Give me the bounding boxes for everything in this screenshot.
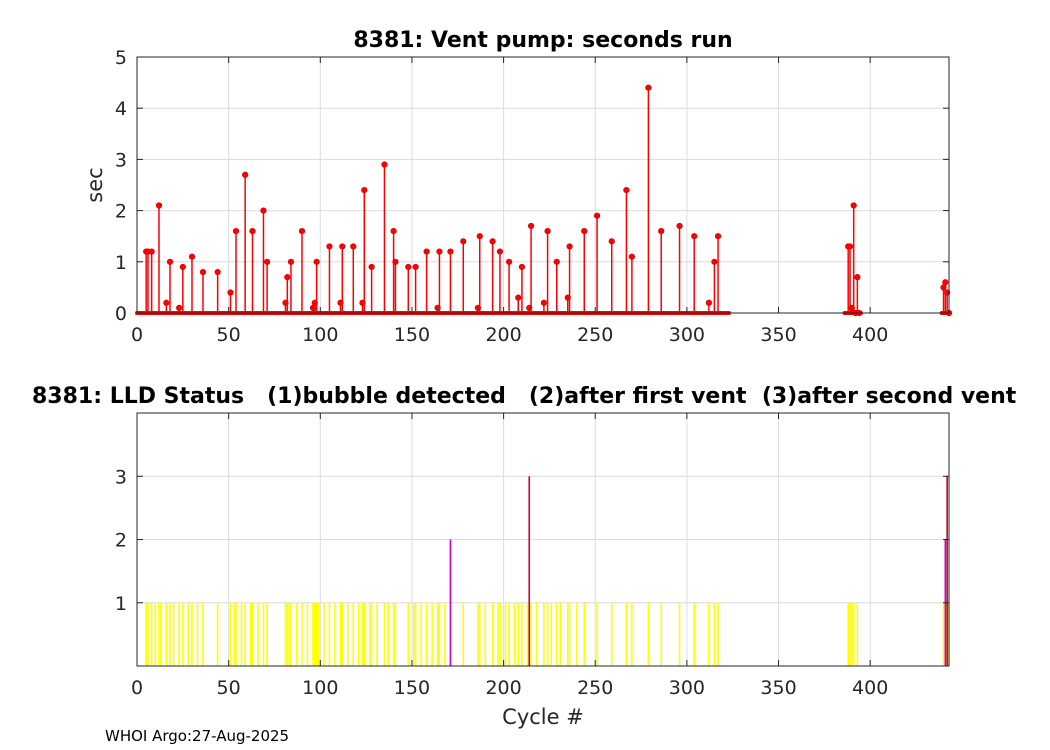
stem-marker <box>489 238 496 245</box>
stem-marker <box>476 233 483 240</box>
stem-marker <box>392 258 399 265</box>
lld-status-xlabel: Cycle # <box>502 705 584 729</box>
x-tick-label: 300 <box>669 324 705 346</box>
stem-marker <box>361 187 368 194</box>
stem-marker <box>313 258 320 265</box>
stem-marker <box>691 233 698 240</box>
x-tick-label: 100 <box>302 677 338 699</box>
stem-marker <box>242 171 249 178</box>
y-tick-label: 1 <box>115 252 127 274</box>
stem-marker <box>854 274 861 281</box>
vent-pump-ticks: 0 50 100 150 200 250 300 350 400 0 1 2 3 4 5 <box>115 47 949 346</box>
x-tick-label: 150 <box>394 324 430 346</box>
stem-marker <box>711 258 718 265</box>
stem-marker <box>423 248 430 255</box>
stem-marker <box>658 227 665 235</box>
stem-marker <box>566 243 573 250</box>
stem-marker <box>544 227 551 235</box>
stem-marker <box>148 248 155 255</box>
stem-marker <box>214 268 221 276</box>
stem-marker <box>368 263 375 271</box>
stem-marker <box>714 233 722 240</box>
stem-marker <box>188 253 196 260</box>
x-tick-label: 0 <box>131 677 143 699</box>
stem-marker <box>460 238 467 245</box>
y-tick-label: 3 <box>115 149 127 171</box>
stem-marker <box>412 263 419 271</box>
vent-pump-axes: 0 50 100 150 200 250 300 350 400 0 1 2 3 4 5 8381: Ven… <box>83 28 953 346</box>
stem-marker <box>284 274 291 281</box>
stem-marker <box>232 227 240 235</box>
vent-pump-ylabel: sec <box>83 167 107 202</box>
x-tick-label: 350 <box>760 324 796 346</box>
stem-marker <box>264 258 271 265</box>
stem-marker <box>381 161 388 168</box>
x-tick-label: 200 <box>485 324 521 346</box>
x-tick-label: 100 <box>302 324 338 346</box>
stem-marker <box>249 227 256 235</box>
stem-marker <box>298 227 306 235</box>
y-tick-label: 3 <box>115 466 127 488</box>
stem-marker <box>260 207 267 214</box>
stem-marker <box>623 187 630 194</box>
stem-marker <box>581 227 588 235</box>
x-tick-label: 250 <box>577 324 613 346</box>
x-tick-label: 200 <box>485 677 521 699</box>
stem-marker <box>608 238 615 245</box>
vent-pump-stems <box>135 84 953 317</box>
stem-marker <box>350 243 357 250</box>
lld-status-ticks: 0 50 100 150 200 250 300 350 400 1 2 3 <box>115 413 949 699</box>
stem-marker <box>676 222 683 230</box>
y-tick-label: 4 <box>115 98 127 120</box>
stem-marker <box>179 263 186 271</box>
stem-marker <box>496 248 504 255</box>
y-tick-label: 2 <box>115 530 127 552</box>
x-tick-label: 350 <box>760 677 796 699</box>
y-tick-label: 0 <box>115 303 127 325</box>
x-tick-label: 50 <box>217 677 241 699</box>
y-tick-label: 2 <box>115 201 127 223</box>
stem-marker <box>447 248 454 255</box>
stem-marker <box>287 258 295 265</box>
stem-marker <box>176 304 183 311</box>
stem-marker <box>227 289 234 296</box>
stem-marker <box>518 263 526 271</box>
x-tick-label: 0 <box>131 324 143 346</box>
stem-marker <box>942 279 949 286</box>
stem-marker <box>505 258 513 265</box>
stem-marker <box>645 84 652 91</box>
vent-pump-title: 8381: Vent pump: seconds run <box>353 28 732 53</box>
lld-status-title: 8381: LLD Status (1)bubble detected (2)a… <box>32 384 1017 409</box>
stem-marker <box>628 253 635 260</box>
y-tick-label: 1 <box>115 593 127 615</box>
stem-marker <box>436 248 443 255</box>
x-tick-label: 50 <box>217 324 241 346</box>
x-tick-label: 400 <box>852 324 888 346</box>
y-tick-label: 5 <box>115 47 127 69</box>
stem-marker <box>705 299 712 306</box>
stem-marker <box>339 243 346 250</box>
x-tick-label: 150 <box>394 677 430 699</box>
stem-marker <box>515 294 522 301</box>
x-tick-label: 400 <box>852 677 888 699</box>
stem-marker <box>850 202 857 209</box>
stem-marker <box>199 268 207 276</box>
stem-marker <box>166 258 174 265</box>
stem-marker <box>155 202 163 209</box>
stem-marker <box>540 299 548 306</box>
footer-date: WHOI Argo:27-Aug-2025 <box>105 727 289 745</box>
stem-marker <box>390 227 397 235</box>
stem-marker <box>553 258 560 265</box>
lld-status-axes: 0 50 100 150 200 250 300 350 400 1 2 3 8381: LLD St… <box>32 384 1017 729</box>
stem-marker <box>527 222 535 230</box>
x-tick-label: 250 <box>577 677 613 699</box>
stem-marker <box>326 243 333 250</box>
stem-marker <box>405 263 412 271</box>
stem-marker <box>846 243 854 250</box>
x-tick-label: 300 <box>669 677 705 699</box>
stem-marker <box>163 299 170 306</box>
stem-marker <box>593 212 601 219</box>
